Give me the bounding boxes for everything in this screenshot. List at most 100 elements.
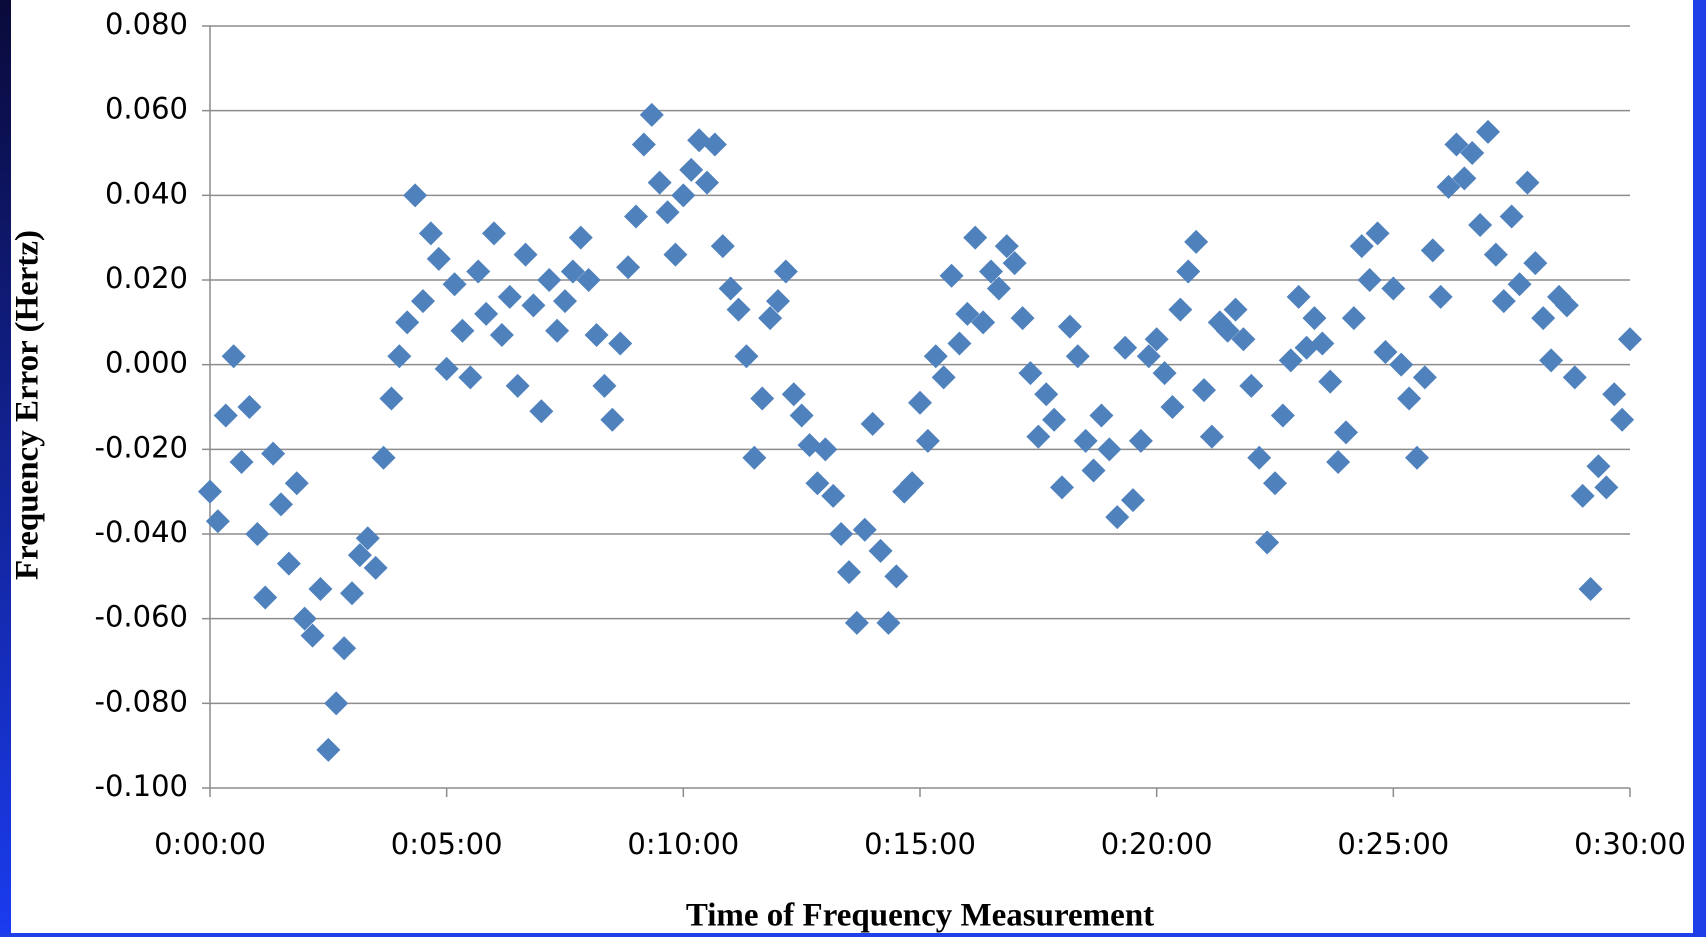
point <box>608 331 633 356</box>
point <box>868 538 893 563</box>
x-tick-label: 0:15:00 <box>864 827 976 861</box>
point <box>829 522 854 546</box>
point <box>1562 365 1587 390</box>
point <box>908 390 932 415</box>
point <box>1081 458 1106 483</box>
x-tick-label: 0:05:00 <box>391 827 503 861</box>
point <box>1176 259 1201 284</box>
point <box>1436 174 1461 199</box>
point <box>1010 306 1035 331</box>
y-tick-label: 0.080 <box>105 7 188 41</box>
point <box>1199 424 1224 449</box>
point <box>884 564 909 589</box>
point <box>221 344 246 369</box>
point <box>1144 327 1169 352</box>
point <box>1318 369 1343 394</box>
frame-bottom <box>0 933 1706 937</box>
point <box>1602 382 1627 407</box>
point <box>1618 327 1642 352</box>
frame-right <box>1693 0 1706 937</box>
point <box>994 234 1019 259</box>
y-tick-label: 0.060 <box>105 92 188 126</box>
point <box>1420 238 1445 263</box>
point <box>592 373 617 398</box>
point <box>647 170 672 195</box>
point <box>986 276 1011 301</box>
point <box>726 297 751 322</box>
point <box>979 259 1003 284</box>
point <box>1554 293 1579 318</box>
y-tick-label: 0.040 <box>105 176 188 210</box>
point <box>529 399 554 424</box>
point <box>1310 331 1335 356</box>
point <box>403 183 428 208</box>
y-tick-label: -0.080 <box>95 684 189 718</box>
point <box>1539 348 1564 373</box>
point <box>773 259 798 284</box>
point <box>1152 361 1177 386</box>
y-axis-title: Frequency Error (Hertz) <box>10 230 46 580</box>
point <box>198 479 222 504</box>
point <box>947 331 972 356</box>
point <box>1491 289 1516 314</box>
point <box>1373 339 1398 364</box>
point <box>560 259 585 284</box>
point <box>1026 424 1051 449</box>
point <box>1113 335 1138 360</box>
point <box>1515 170 1540 195</box>
point <box>1270 403 1295 428</box>
point <box>1105 505 1130 530</box>
point <box>1278 348 1303 373</box>
point <box>1168 297 1193 322</box>
point <box>1381 276 1406 301</box>
point <box>347 543 372 568</box>
point <box>695 170 719 195</box>
point <box>624 204 648 229</box>
point <box>1034 382 1059 407</box>
point <box>750 386 775 411</box>
point <box>1263 471 1287 496</box>
point <box>1050 475 1074 500</box>
point <box>1065 344 1090 369</box>
point <box>308 577 333 602</box>
point <box>1326 450 1351 475</box>
point <box>1239 373 1264 398</box>
y-tick-label: 0.000 <box>105 346 188 380</box>
point <box>1397 386 1422 411</box>
point <box>545 318 570 343</box>
point <box>1428 284 1453 309</box>
point <box>355 526 380 551</box>
point <box>1444 132 1469 157</box>
point <box>1507 272 1532 297</box>
point <box>1128 428 1153 453</box>
point <box>1357 268 1382 292</box>
point <box>205 509 230 534</box>
point <box>805 471 830 496</box>
point <box>276 551 301 576</box>
point <box>332 636 357 661</box>
point <box>734 344 759 369</box>
point <box>837 560 861 585</box>
point <box>497 284 522 309</box>
y-tick-label: -0.040 <box>95 515 189 549</box>
point <box>426 246 451 271</box>
point <box>1389 352 1414 377</box>
point <box>269 492 293 517</box>
point <box>963 225 988 250</box>
point <box>931 365 956 390</box>
point <box>418 221 443 246</box>
point <box>1192 378 1216 403</box>
point <box>395 310 420 335</box>
point <box>521 293 546 318</box>
point <box>513 242 538 267</box>
point <box>576 268 601 292</box>
point <box>671 183 696 208</box>
point <box>971 310 996 335</box>
point <box>1365 221 1390 246</box>
point <box>1002 251 1027 276</box>
point <box>1341 306 1366 331</box>
point <box>229 450 254 475</box>
point <box>1483 242 1508 267</box>
